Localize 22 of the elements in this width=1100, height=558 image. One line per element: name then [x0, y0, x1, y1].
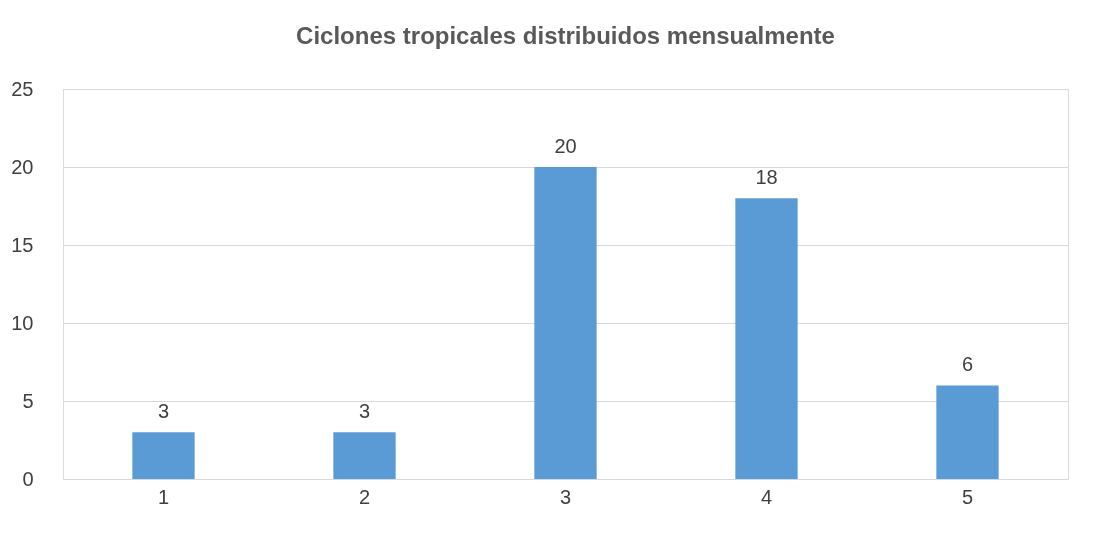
x-tick-label: 3 [559, 485, 572, 508]
chart-title: Ciclones tropicales distribuidos mensualmente [296, 22, 835, 49]
y-tick-label: 25 [11, 77, 34, 100]
x-tick-label: 1 [157, 485, 170, 508]
x-tick-label: 4 [760, 485, 773, 508]
data-label: 20 [554, 135, 577, 157]
data-label: 6 [961, 353, 974, 376]
y-tick-label: 10 [11, 311, 34, 334]
y-tick-label: 20 [11, 155, 34, 178]
bar [936, 385, 999, 479]
y-tick-label: 0 [22, 467, 34, 490]
data-label: 3 [358, 400, 371, 423]
bar [132, 432, 195, 479]
data-label: 18 [755, 166, 778, 189]
x-tick-label: 5 [961, 485, 974, 508]
y-tick-label: 5 [22, 389, 34, 412]
bar [735, 198, 798, 479]
x-tick-label: 2 [358, 485, 371, 508]
y-tick-label: 15 [11, 233, 34, 256]
data-label: 3 [157, 400, 170, 423]
bar [333, 432, 396, 479]
bar [534, 167, 597, 479]
